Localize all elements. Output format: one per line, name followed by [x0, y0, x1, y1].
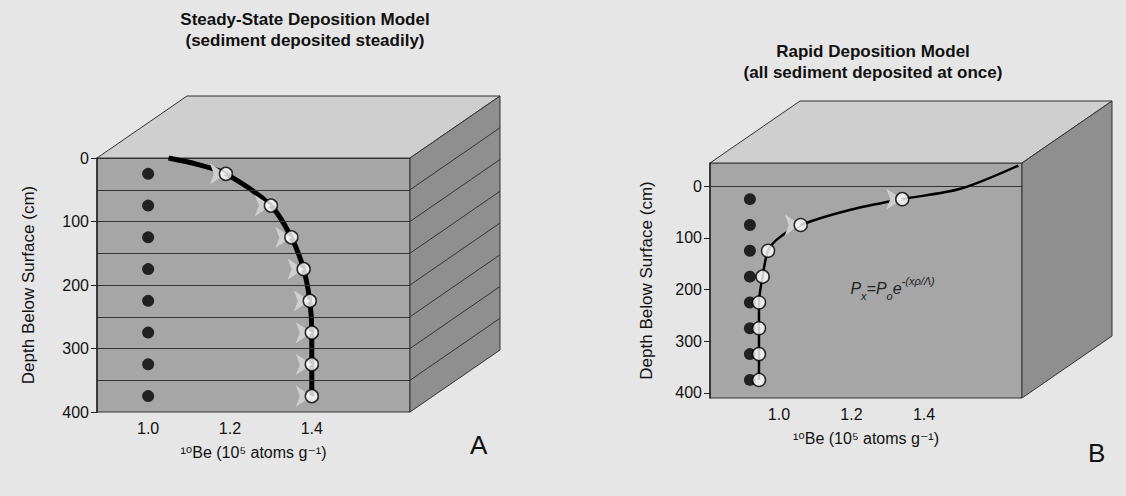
svg-text:100: 100: [675, 229, 702, 246]
svg-text:=P: =P: [867, 280, 887, 297]
svg-text:Rapid Deposition Model: Rapid Deposition Model: [776, 42, 970, 61]
svg-text:100: 100: [62, 213, 89, 230]
svg-text:o: o: [886, 290, 893, 303]
svg-text:A: A: [470, 430, 488, 460]
svg-text:400: 400: [62, 404, 89, 421]
svg-text:(all sediment deposited at onc: (all sediment deposited at once): [744, 63, 1003, 82]
svg-text:(sediment deposited steadily): (sediment deposited steadily): [186, 31, 425, 50]
svg-text:400: 400: [675, 384, 702, 401]
svg-text:1.0: 1.0: [768, 406, 790, 423]
svg-text:e: e: [893, 280, 902, 297]
svg-text:P: P: [850, 280, 861, 297]
svg-text:300: 300: [675, 333, 702, 350]
svg-text:0: 0: [693, 178, 702, 195]
svg-text:1.2: 1.2: [219, 420, 241, 437]
svg-text:Depth Below Surface (cm): Depth Below Surface (cm): [19, 186, 38, 384]
svg-text:300: 300: [62, 340, 89, 357]
svg-text:¹⁰Be (10⁵ atoms g⁻¹): ¹⁰Be (10⁵ atoms g⁻¹): [181, 444, 327, 461]
svg-text:x: x: [861, 290, 867, 303]
svg-text:1.2: 1.2: [840, 406, 862, 423]
svg-text:-(xρ/Λ): -(xρ/Λ): [902, 275, 936, 287]
svg-text:200: 200: [675, 281, 702, 298]
svg-text:0: 0: [80, 150, 89, 167]
svg-text:1.4: 1.4: [913, 406, 935, 423]
svg-text:1.4: 1.4: [301, 420, 323, 437]
svg-text:Steady-State Deposition Model: Steady-State Deposition Model: [180, 10, 429, 29]
svg-text:Depth Below Surface (cm): Depth Below Surface (cm): [637, 181, 656, 379]
svg-text:B: B: [1088, 438, 1105, 468]
svg-text:1.0: 1.0: [137, 420, 159, 437]
svg-text:¹⁰Be (10⁵ atoms g⁻¹): ¹⁰Be (10⁵ atoms g⁻¹): [793, 430, 939, 447]
svg-text:200: 200: [62, 277, 89, 294]
